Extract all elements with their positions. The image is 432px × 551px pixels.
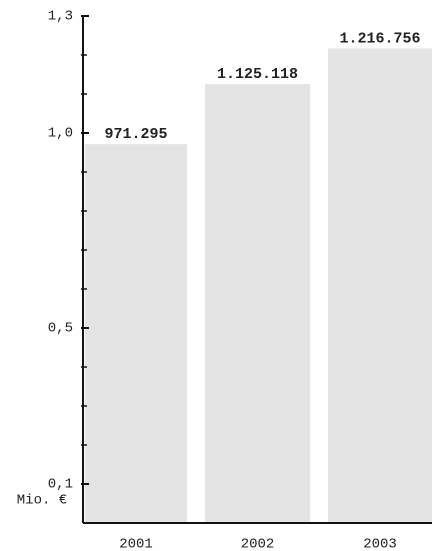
bar: [85, 144, 187, 523]
y-tick-label: 0,1: [48, 477, 73, 493]
y-tick-label: 0,5: [48, 321, 73, 337]
y-axis-label: Mio. €: [17, 493, 67, 509]
value-label: 1.125.118: [217, 66, 298, 83]
x-tick-label: 2002: [241, 537, 275, 551]
y-tick-label: 1,3: [48, 9, 73, 25]
bar: [328, 48, 432, 524]
x-tick-label: 2001: [119, 537, 153, 551]
value-label: 1.216.756: [339, 30, 420, 47]
bar: [205, 84, 310, 523]
y-tick-label: 1,0: [48, 126, 73, 142]
x-tick-label: 2003: [363, 537, 397, 551]
value-label: 971.295: [104, 126, 167, 143]
